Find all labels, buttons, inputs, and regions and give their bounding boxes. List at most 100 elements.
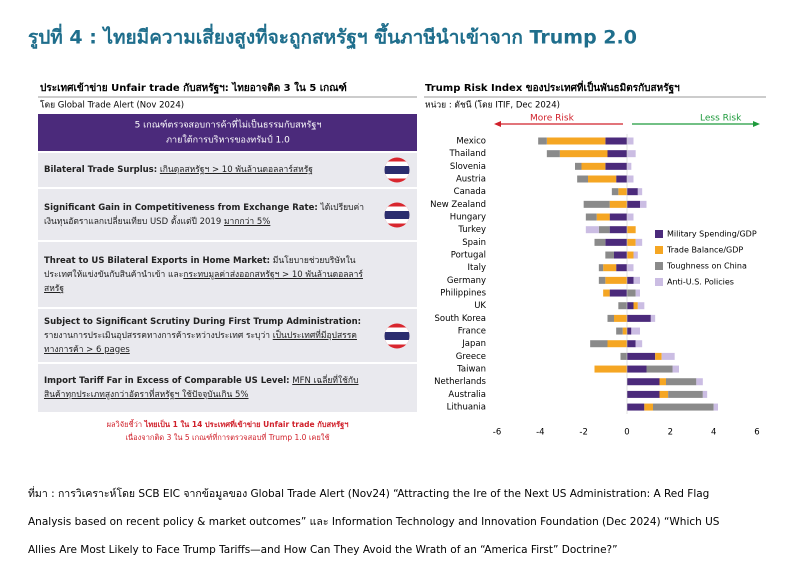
bar-segment <box>627 289 636 297</box>
criteria-box-line: 5 เกณฑ์ตรวจสอบการค้าที่ไม่เป็นธรรมกับสหร… <box>135 118 322 131</box>
bar-segment <box>635 238 643 246</box>
bar-segment <box>633 251 638 259</box>
y-tick-label: France <box>458 327 486 337</box>
x-tick-label: -6 <box>493 428 501 438</box>
bar-segment <box>605 162 627 170</box>
criteria-box <box>38 114 417 151</box>
bar-segment <box>622 327 627 335</box>
bar-segment <box>627 302 634 310</box>
criteria-detail: ได้เปรียบค่าเงินทุนอัตราแลกเปลี่ยนเทียบ … <box>44 202 364 227</box>
bar-segment <box>627 251 634 259</box>
y-tick-label: UK <box>474 301 486 311</box>
criteria-row: Subject to Significant Scrutiny During F… <box>38 309 417 362</box>
bar-segment <box>696 378 703 386</box>
y-tick-label: Hungary <box>450 213 486 223</box>
bar-segment <box>594 365 627 373</box>
bar-segment <box>627 378 660 386</box>
footer-bold: ไทยเป็น 1 ใน 14 ประเทศที่เข้าข่าย Unfair… <box>144 420 349 429</box>
bar-segment <box>627 314 651 322</box>
chart-subtitle: หน่วย : ดัชนี (โดย ITIF, Dec 2024) <box>425 100 560 111</box>
criteria-detail: มีนโยบายช่วยบริษัทในประเทศให้แข่งขันกับส… <box>44 255 356 280</box>
bar-segment <box>627 137 634 145</box>
bar-segment <box>640 200 647 208</box>
criteria-row: Significant Gain in Competitiveness from… <box>38 189 417 240</box>
thai-flag <box>384 157 410 183</box>
bar-segment <box>627 188 638 196</box>
panel-footer: ผลวิจัยชี้ว่า ไทยเป็น 1 ใน 14 ประเทศที่เ… <box>38 418 417 444</box>
more-risk-label: More Risk <box>530 114 575 124</box>
bar-segment <box>627 226 636 234</box>
bar-segment <box>702 390 708 398</box>
bar-segment <box>616 264 627 272</box>
less-risk-label: Less Risk <box>700 114 742 124</box>
footer-text: ผลวิจัยชี้ว่า <box>106 420 145 429</box>
bar-segment <box>559 150 608 158</box>
bar-segment <box>635 289 640 297</box>
x-tick-label: 2 <box>668 428 673 438</box>
bar-segment <box>627 390 660 398</box>
legend-swatch <box>655 246 663 254</box>
page-title: รูปที่ 4 : ไทยมีความเสี่ยงสูงที่จะถูกสหร… <box>28 23 637 51</box>
criteria-detail: กระทบมูลค่าส่งออกสหรัฐฯ > 10 พันล้านดอลล… <box>44 269 363 294</box>
source-line: Allies Are Most Likely to Face Trump Tar… <box>28 544 618 556</box>
legend-label: Trade Balance/GDP <box>666 246 743 255</box>
bar-segment <box>627 340 636 348</box>
bar-segment <box>605 251 614 259</box>
bar-segment <box>620 352 627 360</box>
criteria-label: Import Tariff Far in Excess of Comparabl… <box>44 376 290 386</box>
footer-line: เนื่องจากติด 3 ใน 5 เกณฑ์ที่การตรวจสอบที… <box>125 433 330 442</box>
bar-segment <box>672 365 679 373</box>
bar-segment <box>627 162 632 170</box>
thai-flag <box>384 323 410 348</box>
bar-segment <box>653 403 714 411</box>
bar-segment <box>627 327 632 335</box>
criteria-text: Import Tariff Far in Excess of Comparabl… <box>44 374 369 402</box>
panel-title: ประเทศเข้าข่าย Unfair trade กับสหรัฐฯ: ไ… <box>40 81 347 94</box>
bar-segment <box>659 390 669 398</box>
bar-segment <box>546 137 606 145</box>
criteria-text: Significant Gain in Competitiveness from… <box>44 201 369 229</box>
y-tick-label: Greece <box>456 352 486 362</box>
legend-swatch <box>655 230 663 238</box>
legend-label: Military Spending/GDP <box>667 230 757 239</box>
y-tick-label: Mexico <box>456 137 486 147</box>
more-risk-arrowhead <box>494 121 501 127</box>
source-line: Analysis based on recent policy & market… <box>28 516 720 528</box>
y-tick-label: Turkey <box>457 225 486 235</box>
bar-segment <box>546 150 560 158</box>
bar-segment <box>627 150 636 158</box>
y-tick-label: Japan <box>461 339 486 349</box>
bar-segment <box>614 314 627 322</box>
bar-segment <box>588 175 617 183</box>
bar-segment <box>627 200 640 208</box>
bar-segment <box>635 340 643 348</box>
criteria-text: Subject to Significant Scrutiny During F… <box>44 315 369 357</box>
bar-segment <box>598 226 610 234</box>
legend-swatch <box>655 278 663 286</box>
bar-segment <box>618 188 627 196</box>
bar-segment <box>581 162 606 170</box>
y-tick-label: Slovenia <box>450 162 486 172</box>
bar-segment <box>605 276 627 284</box>
footer-line: ผลวิจัยชี้ว่า ไทยเป็น 1 ใน 14 ประเทศที่เ… <box>38 418 417 431</box>
x-tick-label: 4 <box>711 428 716 438</box>
bar-segment <box>644 403 653 411</box>
bar-segment <box>605 137 627 145</box>
x-tick-label: -4 <box>536 428 544 438</box>
criteria-detail: รายงานการประเมินอุปสรรคทางการค้าระหว่างป… <box>44 330 273 341</box>
y-tick-label: New Zealand <box>430 200 486 210</box>
chart-title: Trump Risk Index ของประเทศที่เป็นพันธมิต… <box>425 80 680 94</box>
bar-segment <box>627 352 656 360</box>
legend-label: Anti-U.S. Policies <box>667 278 734 287</box>
plot: -6 -4 -2 0 2 4 6 Mexico Thailand Slovenia Austria C… <box>430 134 760 438</box>
legend-swatch <box>655 262 663 270</box>
bar-segment <box>609 213 627 221</box>
bar-segment <box>609 200 627 208</box>
bar-segment <box>627 175 634 183</box>
bar-segment <box>585 226 599 234</box>
y-tick-label: Germany <box>447 276 486 286</box>
bar-segment <box>598 276 606 284</box>
criteria-box-line: ภายใต้การบริหารของทรัมป์ 1.0 <box>166 134 290 146</box>
